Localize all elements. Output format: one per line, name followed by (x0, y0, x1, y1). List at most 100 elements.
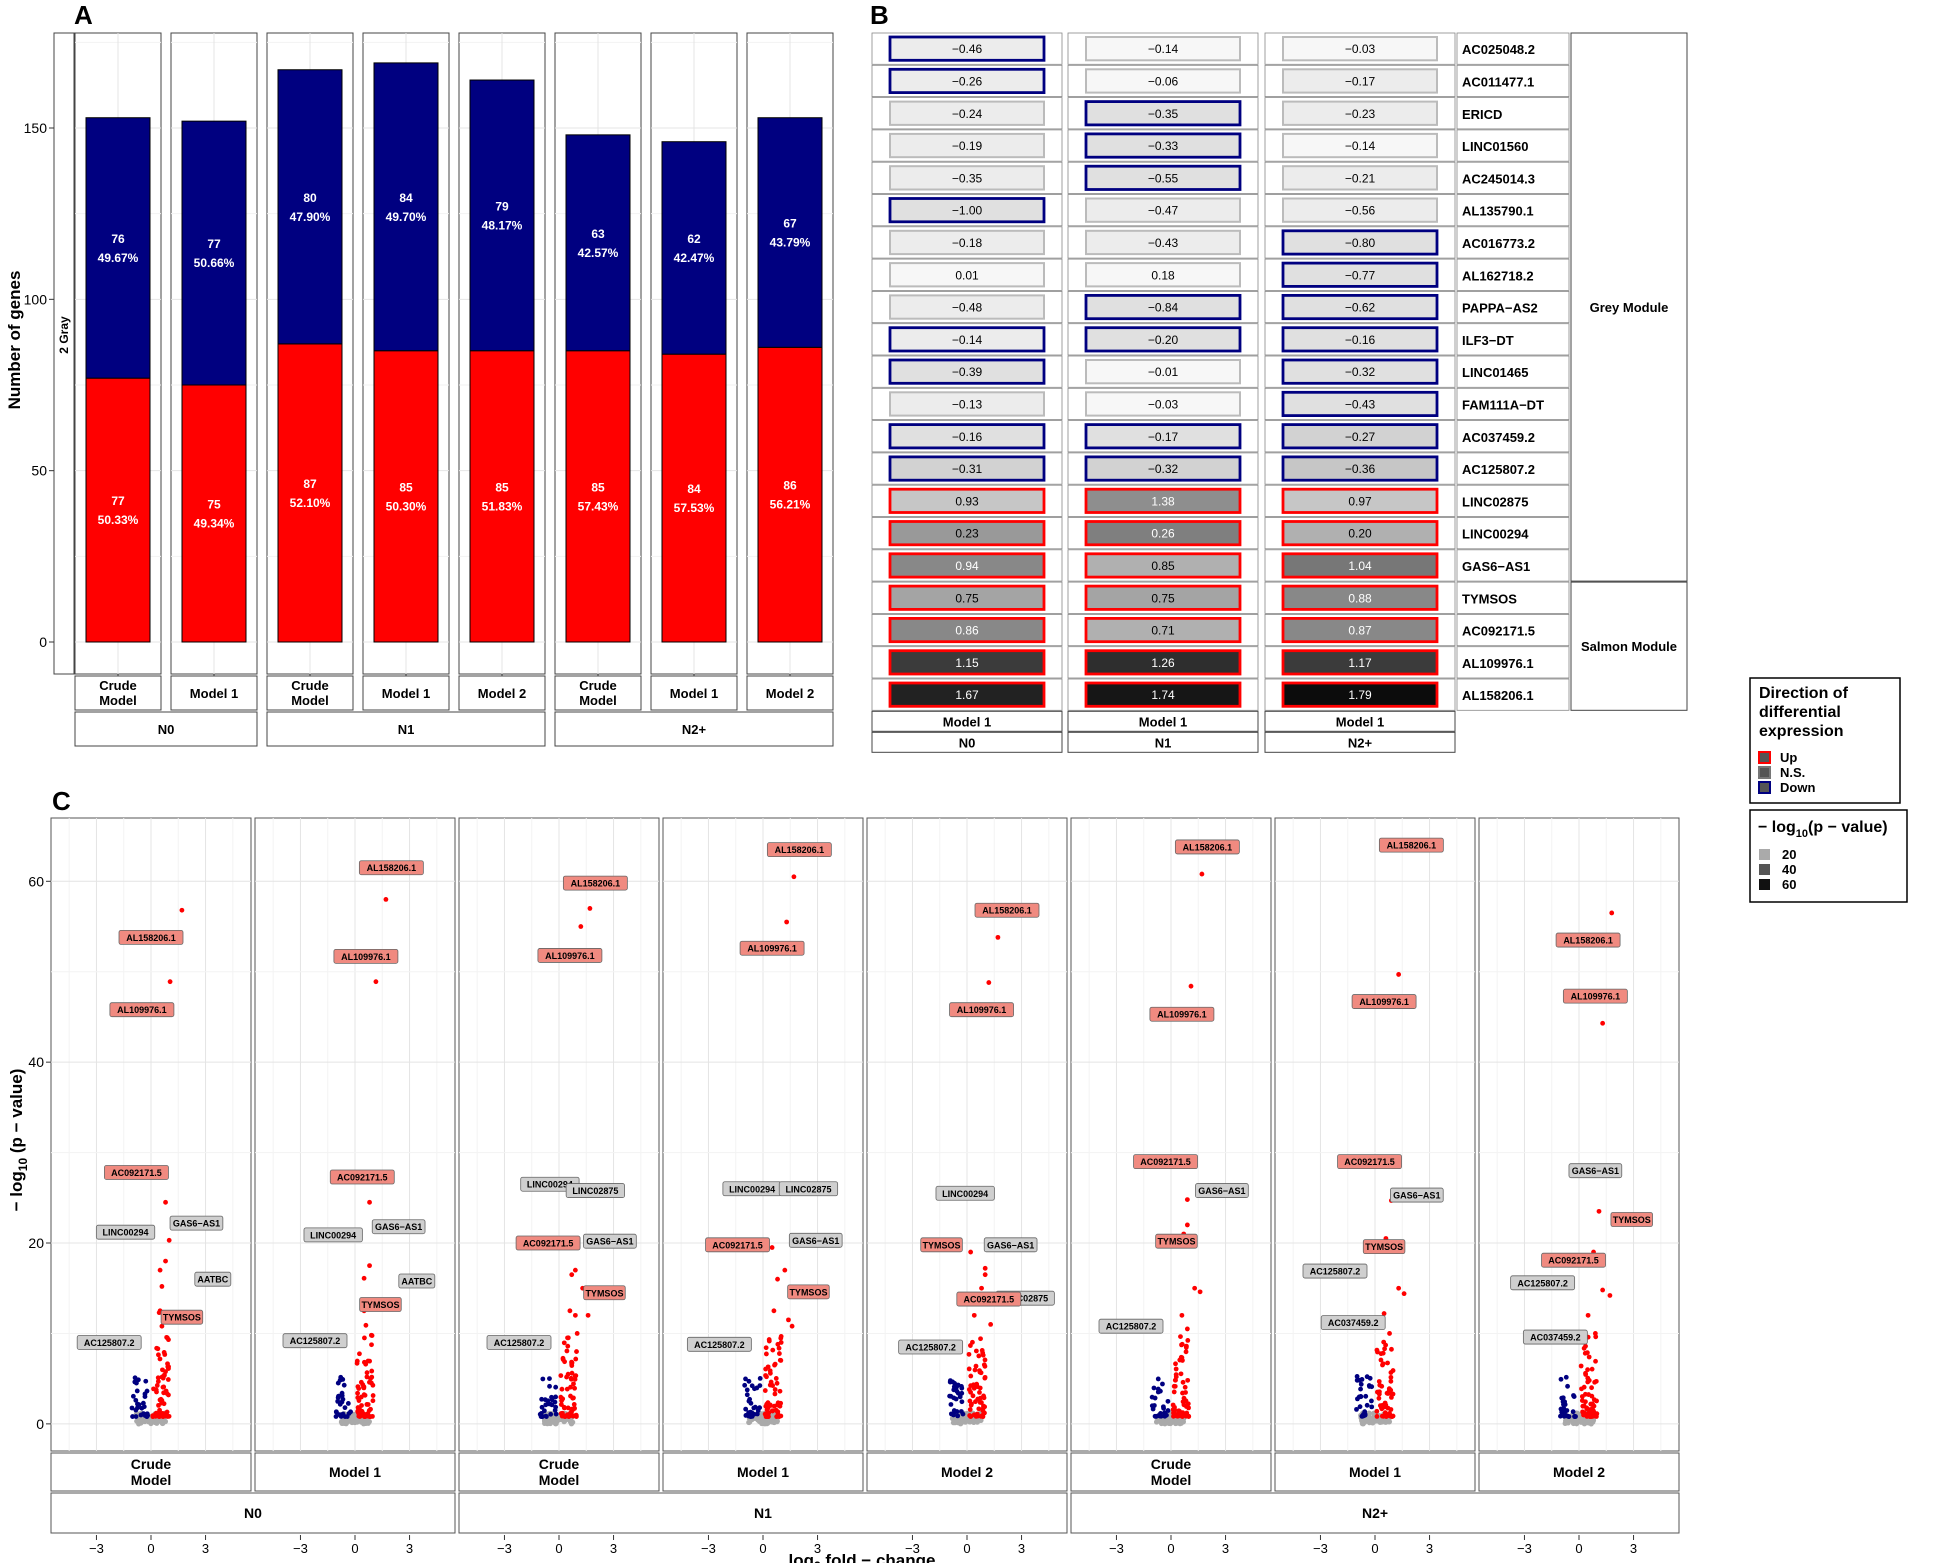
x-tick-label: 0 (1575, 1541, 1582, 1556)
gene-label-box (1133, 1154, 1198, 1170)
point-down (955, 1413, 961, 1419)
gene-label-box (920, 1237, 963, 1253)
point-up (363, 1322, 369, 1328)
point-down (553, 1384, 559, 1390)
heatmap-cell-value: 0.71 (1151, 624, 1175, 638)
heatmap-cell-value: 0.88 (1348, 591, 1372, 605)
bar-down-pct-label: 50.66% (194, 256, 235, 270)
point-up (977, 1389, 982, 1395)
point-down (959, 1385, 965, 1391)
point-down (132, 1375, 138, 1381)
x-tick-label: −3 (293, 1541, 308, 1556)
gene-label-box (1541, 1252, 1606, 1268)
point-down (1362, 1411, 1368, 1417)
point-labelled (1188, 983, 1194, 989)
gene-label-box (1456, 549, 1570, 582)
gene-label: LINC02875 (1462, 494, 1528, 509)
point-up (361, 1392, 367, 1398)
gene-label: AC092171.5 (1344, 1157, 1395, 1167)
pvalue-legend-label: 40 (1782, 862, 1796, 877)
point-up (1173, 1366, 1179, 1372)
heatmap-cell (888, 67, 1046, 95)
model-strip-label: Model 2 (766, 686, 814, 701)
group-strip-label: N0 (244, 1505, 262, 1521)
point-up (1185, 1377, 1191, 1383)
point-up (565, 1405, 571, 1411)
bar-down-count-label: 79 (495, 199, 509, 213)
point-down (339, 1393, 345, 1399)
point-up (766, 1410, 772, 1416)
gene-label-box (486, 1335, 552, 1350)
gene-label-box (1456, 646, 1570, 679)
heatmap-cell-value: 0.85 (1151, 559, 1175, 573)
point-up (159, 1284, 165, 1289)
point-down (1363, 1393, 1369, 1399)
gene-label-box (303, 1227, 363, 1243)
heatmap-cell-value: −0.14 (952, 333, 983, 347)
point-up (365, 1358, 371, 1364)
y-axis-title: − log10 (p − value) (7, 1069, 30, 1212)
heatmap-cell (889, 229, 1045, 256)
legend: Direction of differential expression UpN.S.… (1749, 677, 1908, 903)
point-ns (1179, 1418, 1185, 1424)
gene-label: TYMSOS (789, 1287, 827, 1297)
model-strip-box (746, 675, 834, 711)
point-down (1571, 1393, 1576, 1398)
direction-legend-swatch (1758, 781, 1771, 794)
pvalue-legend-label: 60 (1782, 877, 1796, 892)
heatmap-cell-value: −0.24 (952, 107, 983, 121)
point-down (144, 1411, 150, 1417)
point-up (368, 1414, 373, 1420)
point-down (333, 1409, 339, 1415)
point-up (982, 1265, 988, 1271)
column-model-strip (871, 710, 1063, 732)
y-tick-label: 150 (24, 120, 48, 136)
point-labelled (383, 896, 389, 902)
heatmap-cell (1085, 68, 1241, 94)
bar-up-count-label: 85 (591, 480, 605, 494)
point-up (1378, 1351, 1384, 1357)
point-up (1586, 1378, 1592, 1383)
point-up (155, 1379, 161, 1384)
point-labelled (791, 874, 797, 880)
y-tick-label: 40 (28, 1054, 44, 1070)
point-down (133, 1414, 139, 1419)
point-ns (341, 1419, 347, 1425)
model-strip-box (650, 675, 738, 711)
x-tick-label: 3 (814, 1541, 821, 1556)
gene-label: GAS6−AS1 (173, 1219, 220, 1229)
bar-down-count-label: 63 (591, 227, 605, 241)
point-ns (160, 1419, 166, 1425)
point-up (367, 1263, 372, 1269)
bar-down-pct-label: 49.67% (98, 251, 139, 265)
point-up (971, 1412, 977, 1418)
point-down (129, 1405, 135, 1411)
point-up (1389, 1346, 1394, 1352)
point-down (743, 1376, 748, 1382)
point-up (1387, 1331, 1392, 1336)
point-up (568, 1384, 573, 1390)
point-down (955, 1390, 961, 1396)
gene-label: AC092171.5 (523, 1239, 574, 1249)
point-up (1184, 1326, 1190, 1332)
point-down (1566, 1414, 1572, 1420)
point-down (333, 1414, 339, 1419)
point-up (568, 1375, 574, 1381)
point-up (1607, 1293, 1613, 1298)
x-tick-label: 3 (610, 1541, 617, 1556)
point-up (365, 1402, 371, 1407)
point-up (166, 1392, 171, 1398)
point-up (1382, 1346, 1387, 1352)
direction-legend-swatch (1758, 751, 1771, 764)
point-up (1401, 1291, 1407, 1297)
gene-label: GAS6−AS1 (1198, 1186, 1245, 1196)
x-tick-label: 3 (1018, 1541, 1025, 1556)
gene-label: LINC02875 (572, 1186, 618, 1196)
bar-up-pct-label: 50.30% (386, 499, 427, 513)
point-down (1354, 1406, 1359, 1412)
point-up (565, 1335, 570, 1341)
point-up (1589, 1406, 1595, 1411)
point-up (564, 1374, 569, 1380)
point-down (1155, 1376, 1161, 1382)
model-strip-label: Model 1 (382, 686, 430, 701)
